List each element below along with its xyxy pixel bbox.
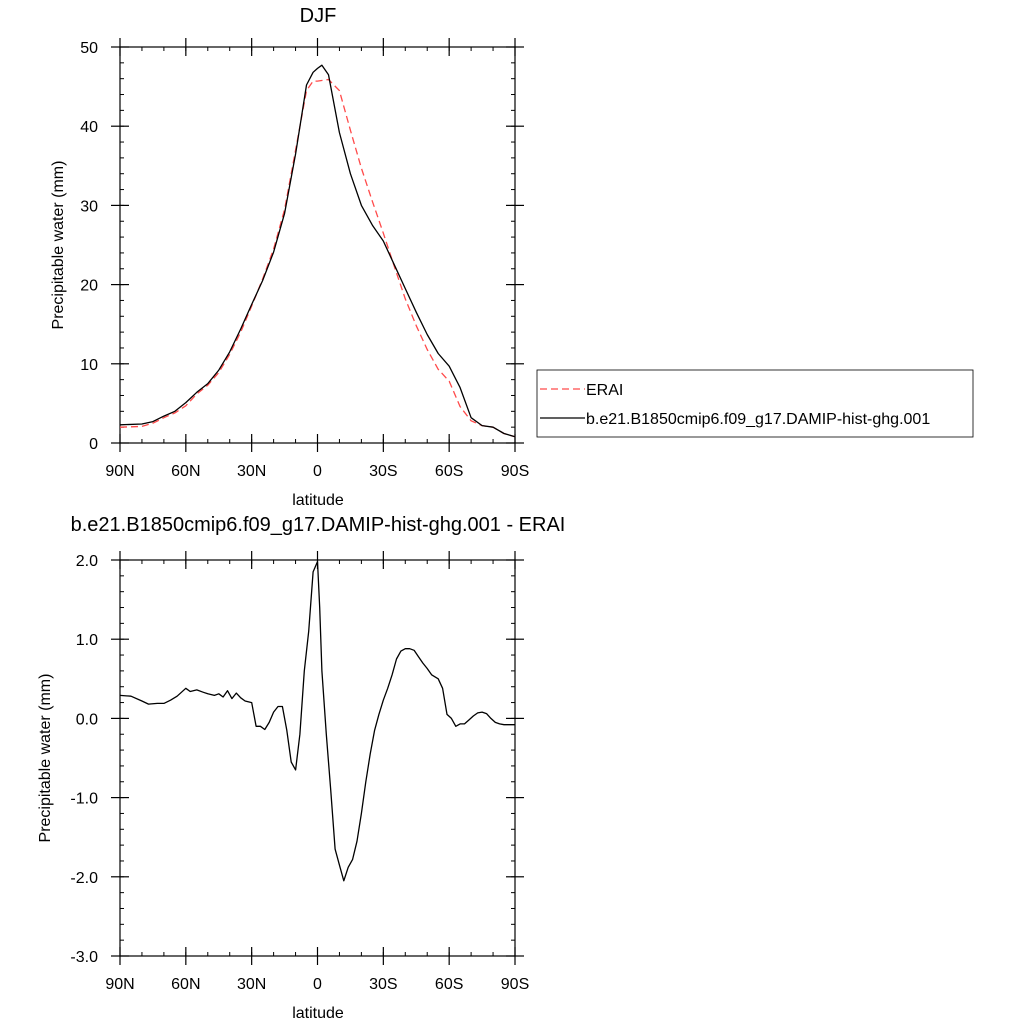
djf-plot-frame [119,46,516,444]
djf-y-tick-label: 0 [89,436,98,453]
djf-x-tick-label: 90S [501,463,529,480]
difference-y-tick-label: 0.0 [76,711,98,728]
djf-x-tick-label: 90N [105,463,134,480]
difference-title: b.e21.B1850cmip6.f09_g17.DAMIP-hist-ghg.… [71,514,566,536]
djf-y-tick-label: 40 [80,119,98,136]
djf-x-tick-label: 30N [237,463,266,480]
djf-series-line-0 [119,78,516,438]
difference-x-tick-label: 30S [369,976,397,993]
djf-y-tick-label: 50 [80,40,98,57]
legend: ERAI b.e21.B1850cmip6.f09_g17.DAMIP-hist… [536,369,974,438]
difference-y-tick-label: -1.0 [70,791,98,808]
difference-series-line-0 [119,560,515,882]
difference-x-tick-label: 90S [501,976,529,993]
djf-x-tick-label: 30S [369,463,397,480]
difference-y-tick-label: -2.0 [70,870,98,887]
difference-y-axis-label: Precipitable water (mm) [37,674,54,843]
difference-y-tick-label: -3.0 [70,949,98,966]
djf-title: DJF [300,5,337,27]
difference-plot-frame [119,559,516,957]
difference-x-tick-label: 60N [171,976,200,993]
djf-y-tick-label: 30 [80,198,98,215]
difference-x-tick-label: 30N [237,976,266,993]
difference-x-tick-label: 90N [105,976,134,993]
difference-y-tick-label: 2.0 [76,553,98,570]
difference-x-tick-label: 0 [313,976,322,993]
legend-box [536,369,974,438]
djf-y-axis-label: Precipitable water (mm) [50,161,67,330]
djf-y-tick-label: 10 [80,357,98,374]
djf-x-tick-label: 60S [435,463,463,480]
legend-erai-label: ERAI [586,382,623,399]
legend-model-label: b.e21.B1850cmip6.f09_g17.DAMIP-hist-ghg.… [586,411,930,428]
difference-x-tick-label: 60S [435,976,463,993]
difference-x-axis-label: latitude [292,1005,344,1022]
djf-y-tick-label: 20 [80,278,98,295]
difference-y-tick-label: 1.0 [76,632,98,649]
djf-x-tick-label: 60N [171,463,200,480]
djf-x-tick-label: 0 [313,463,322,480]
djf-x-axis-label: latitude [292,492,344,509]
djf-panel: DJF 90N 60N 30N 0 30S 60S 90S 0 10 20 30 40 50 latit… [50,5,529,509]
djf-series-line-1 [119,64,516,438]
difference-panel: b.e21.B1850cmip6.f09_g17.DAMIP-hist-ghg.… [37,514,565,1022]
